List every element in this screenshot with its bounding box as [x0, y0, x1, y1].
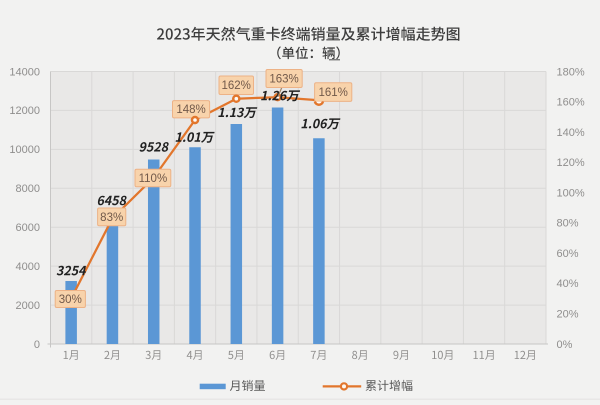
svg-text:83%: 83% — [100, 212, 123, 224]
svg-text:163%: 163% — [269, 73, 298, 85]
svg-text:100%: 100% — [557, 187, 585, 199]
svg-text:60%: 60% — [557, 248, 579, 260]
svg-text:40%: 40% — [557, 278, 579, 290]
svg-text:4000: 4000 — [16, 261, 40, 273]
svg-text:140%: 140% — [557, 127, 585, 139]
svg-text:162%: 162% — [221, 80, 250, 92]
svg-text:12000: 12000 — [9, 105, 40, 117]
svg-text:0%: 0% — [557, 339, 573, 351]
svg-text:148%: 148% — [176, 104, 205, 116]
svg-text:110%: 110% — [139, 173, 168, 185]
svg-text:120%: 120% — [557, 157, 585, 169]
svg-text:2000: 2000 — [16, 300, 40, 312]
svg-text:8000: 8000 — [16, 183, 40, 195]
svg-text:6000: 6000 — [16, 222, 40, 234]
svg-text:20%: 20% — [557, 309, 579, 321]
svg-text:180%: 180% — [557, 66, 585, 78]
svg-text:10000: 10000 — [9, 144, 40, 156]
svg-text:160%: 160% — [557, 97, 585, 109]
svg-text:80%: 80% — [557, 218, 579, 230]
svg-text:0: 0 — [34, 339, 40, 351]
svg-text:30%: 30% — [59, 294, 82, 306]
svg-text:161%: 161% — [318, 87, 347, 99]
svg-text:14000: 14000 — [9, 66, 40, 78]
